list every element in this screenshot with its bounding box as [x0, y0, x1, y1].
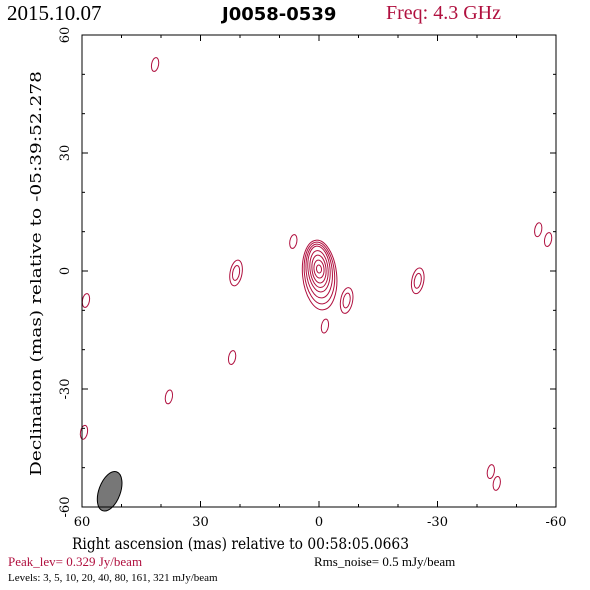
axis-ticks — [81, 34, 557, 508]
component-contour — [227, 350, 237, 365]
source-name: J0058-0539 — [222, 4, 337, 25]
core-contour — [313, 259, 325, 279]
component-contour — [320, 318, 330, 334]
core-contour — [303, 241, 336, 305]
core-contour — [311, 254, 327, 284]
x-tick-label: 0 — [315, 515, 323, 530]
y-axis-label: Declination (mas) relative to -05:39:52.… — [29, 71, 45, 476]
restoring-beam — [96, 471, 123, 512]
x-tick-label: -30 — [427, 515, 448, 530]
component-contour — [413, 272, 422, 289]
x-tick-label: 30 — [192, 515, 209, 530]
component-contour — [164, 389, 174, 405]
core-contour — [309, 250, 329, 288]
contour-levels: Levels: 3, 5, 10, 20, 40, 80, 161, 321 m… — [8, 572, 218, 584]
component-contour — [410, 267, 425, 295]
core-contour — [315, 264, 323, 274]
peak-level: Peak_lev= 0.329 Jy/beam — [8, 554, 143, 569]
plot-frame — [81, 34, 557, 508]
component-contour — [231, 265, 241, 281]
observation-date: 2015.10.07 — [7, 1, 102, 25]
component-contour — [492, 475, 501, 491]
y-tick-label: 60 — [58, 27, 73, 44]
component-contour — [486, 464, 495, 480]
beam-layer — [96, 471, 123, 512]
y-tick-label: 0 — [58, 267, 73, 275]
x-axis-label: Right ascension (mas) relative to 00:58:… — [72, 535, 409, 553]
component-contour — [534, 222, 543, 238]
frequency-label: Freq: 4.3 GHz — [386, 2, 501, 24]
component-contour — [342, 292, 351, 309]
x-tick-label: 60 — [74, 515, 91, 530]
axis-tick-labels: 60 30 0 -30 -60 -60 -30 0 30 60 — [58, 27, 566, 530]
component-contour — [543, 232, 553, 247]
component-contour — [81, 293, 91, 308]
core-contour — [307, 245, 331, 293]
component-contour — [79, 424, 89, 440]
y-tick-label: -30 — [58, 379, 73, 400]
x-tick-label: -60 — [546, 515, 567, 530]
core-contour — [301, 239, 338, 311]
core-contour — [305, 243, 333, 299]
y-tick-label: 30 — [58, 145, 73, 162]
component-contour — [229, 259, 243, 287]
y-tick-label: -60 — [58, 497, 73, 518]
contour-layer — [79, 57, 553, 491]
component-contour — [339, 287, 354, 314]
rms-noise: Rms_noise= 0.5 mJy/beam — [314, 554, 456, 569]
component-contour — [150, 57, 160, 72]
component-contour — [289, 234, 298, 249]
